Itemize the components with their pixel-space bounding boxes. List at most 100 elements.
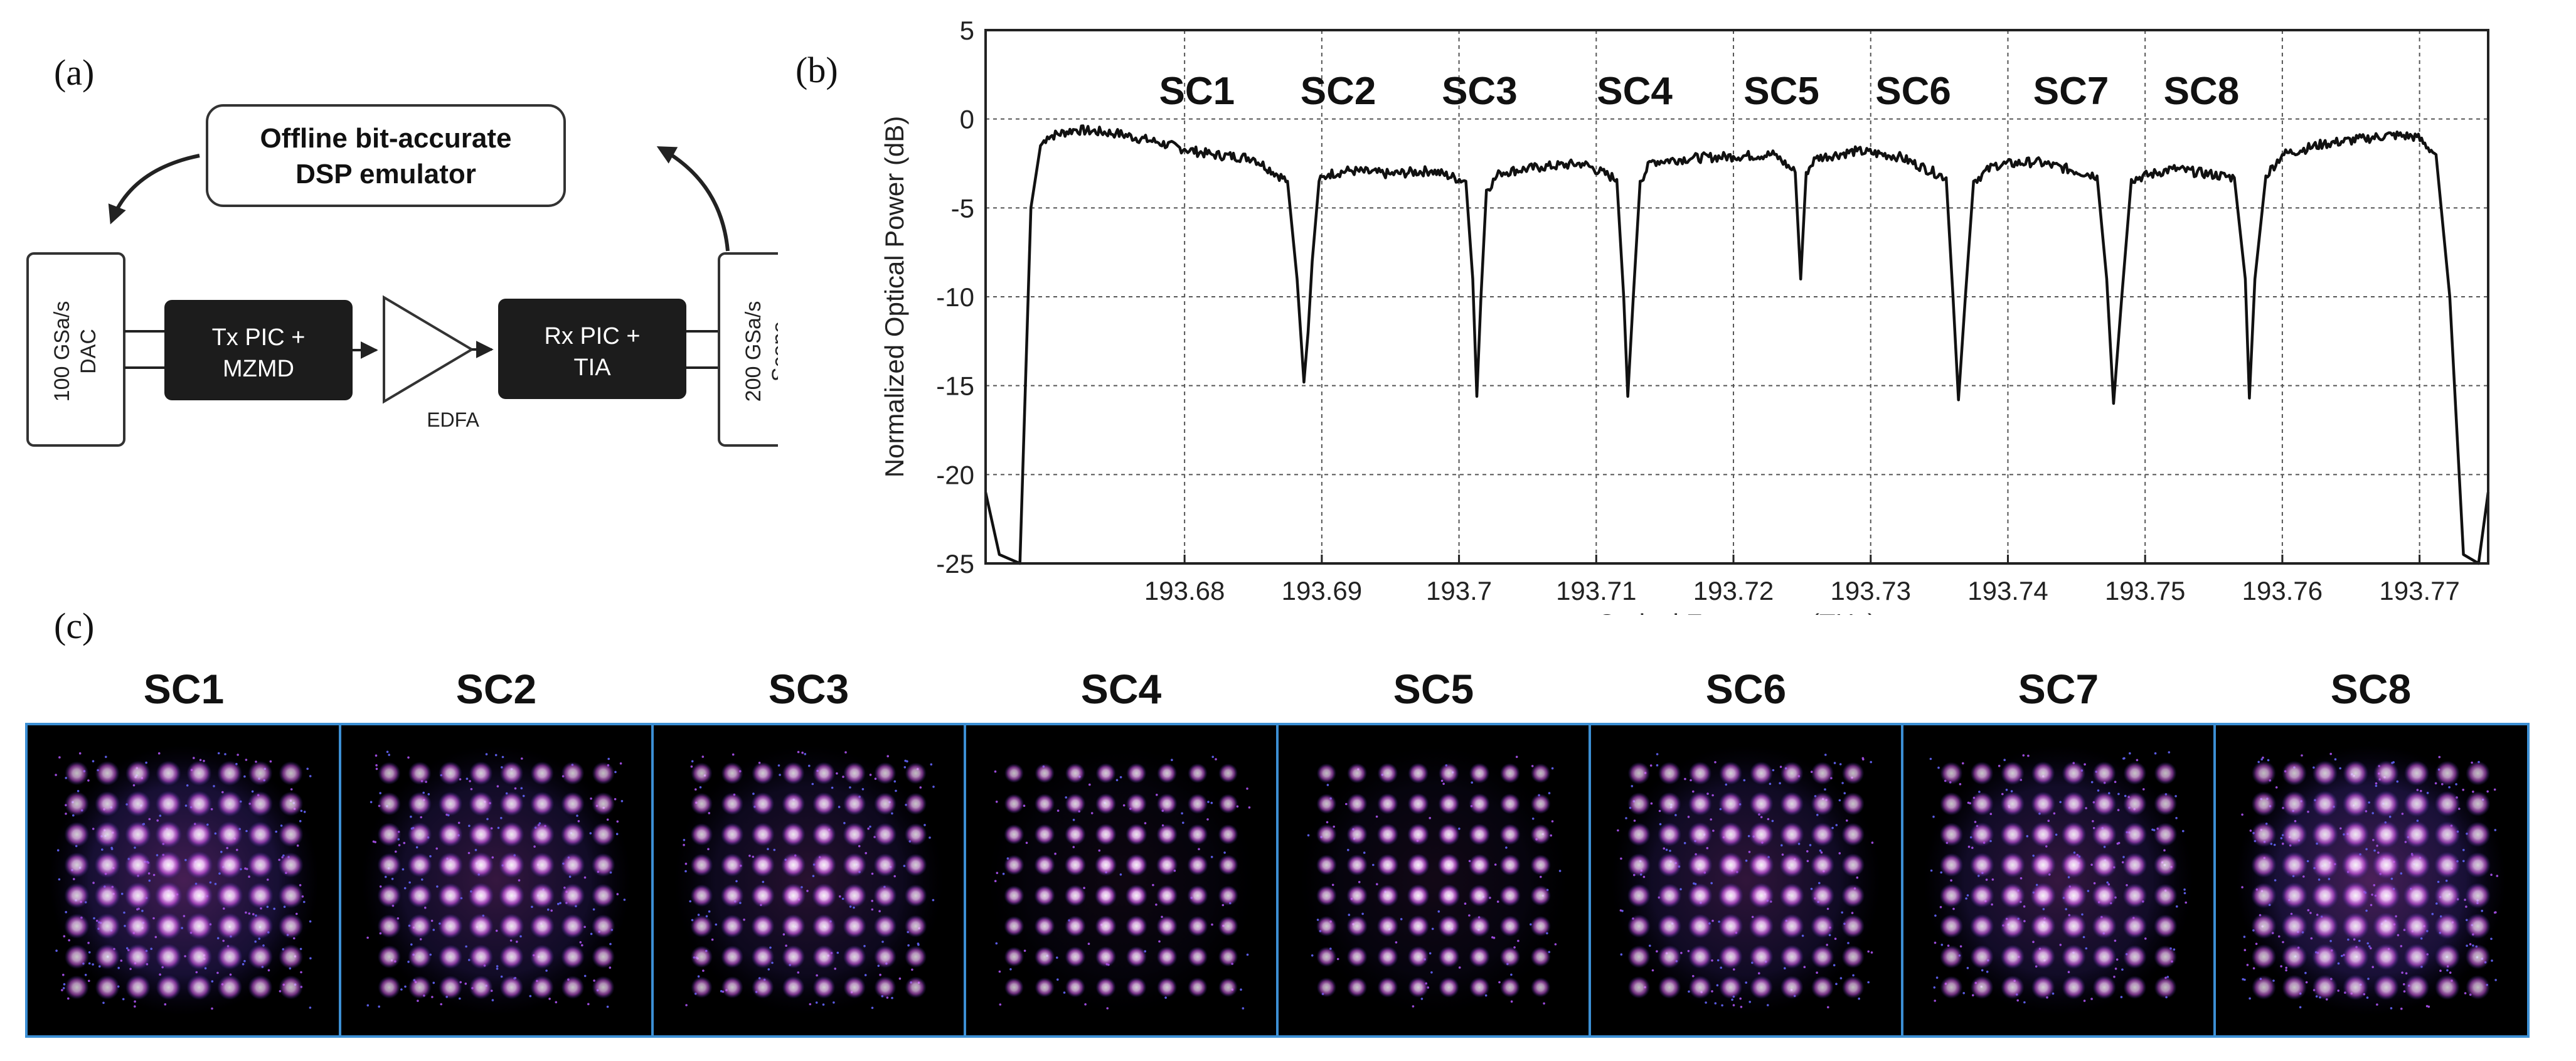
constellation-point xyxy=(2404,760,2430,786)
noise-point xyxy=(1839,977,1843,979)
noise-point xyxy=(1934,1000,1936,1002)
constellation-haze xyxy=(361,745,631,1015)
noise-point xyxy=(2302,875,2305,878)
noise-point xyxy=(1198,848,1200,851)
constellation-point xyxy=(1810,883,1834,908)
constellation-point xyxy=(1095,946,1117,968)
noise-point xyxy=(222,939,225,942)
noise-point xyxy=(2026,834,2029,838)
noise-point xyxy=(904,759,907,762)
noise-point xyxy=(466,777,469,780)
noise-point xyxy=(1779,765,1782,768)
noise-point xyxy=(684,870,687,873)
noise-point xyxy=(1852,974,1855,977)
noise-point xyxy=(2358,939,2361,942)
constellation-point xyxy=(2031,975,2055,1000)
constellation-point xyxy=(811,853,836,878)
noise-point xyxy=(1347,848,1349,851)
constellation-point xyxy=(1346,885,1368,907)
noise-point xyxy=(88,979,90,983)
noise-point xyxy=(2464,992,2467,994)
constellation-point xyxy=(592,792,615,816)
noise-point xyxy=(522,794,525,797)
noise-point xyxy=(844,751,847,754)
noise-point xyxy=(869,825,871,828)
constellation-point xyxy=(2373,791,2400,818)
constellation-point xyxy=(155,912,182,940)
noise-point xyxy=(2285,969,2287,972)
constellation-point xyxy=(2372,851,2400,879)
constellation-point xyxy=(1841,914,1865,938)
noise-point xyxy=(903,766,907,769)
noise-point xyxy=(683,843,685,846)
constellation-point xyxy=(1095,884,1117,907)
noise-point xyxy=(2121,968,2124,971)
noise-point xyxy=(1246,953,1249,956)
noise-point xyxy=(1748,851,1751,853)
noise-point xyxy=(299,819,302,823)
noise-point xyxy=(1998,764,2001,767)
noise-point xyxy=(623,898,626,901)
constellation-title: SC6 xyxy=(1705,666,1787,712)
noise-point xyxy=(1989,813,1993,815)
noise-point xyxy=(84,974,87,976)
noise-point xyxy=(1705,1001,1707,1004)
noise-point xyxy=(715,923,718,926)
constellation-point xyxy=(690,853,713,877)
noise-point xyxy=(403,887,407,890)
noise-point xyxy=(273,907,276,910)
constellation-point xyxy=(1748,914,1774,939)
noise-point xyxy=(999,1003,1002,1006)
constellation-point xyxy=(905,792,927,815)
noise-point xyxy=(1620,953,1623,956)
constellation-point xyxy=(873,914,897,938)
noise-point xyxy=(1505,846,1508,849)
constellation-point xyxy=(2342,821,2370,848)
constellation-point xyxy=(1748,822,1774,847)
noise-point xyxy=(998,970,1001,973)
constellation-point xyxy=(1004,885,1025,906)
constellation-point xyxy=(751,945,775,969)
noise-point xyxy=(1054,852,1056,855)
constellation-point xyxy=(1780,762,1804,785)
noise-point xyxy=(849,786,851,789)
noise-point xyxy=(62,973,65,976)
constellation-point xyxy=(65,975,89,1000)
constellation-point xyxy=(1627,914,1651,938)
noise-point xyxy=(216,971,219,974)
noise-point xyxy=(184,955,186,957)
constellation-point xyxy=(1811,945,1834,969)
noise-point xyxy=(2400,945,2403,947)
noise-point xyxy=(223,907,225,910)
noise-point xyxy=(1372,863,1375,866)
noise-point xyxy=(1376,883,1378,885)
constellation-point xyxy=(2092,852,2117,878)
constellation-point xyxy=(1439,763,1459,784)
noise-point xyxy=(1827,1006,1829,1009)
constellation-point xyxy=(1408,763,1429,784)
noise-point xyxy=(1651,969,1654,972)
noise-point xyxy=(1758,972,1760,974)
constellation-point xyxy=(905,976,927,998)
constellation-point xyxy=(1438,823,1460,846)
noise-point xyxy=(1056,978,1059,981)
noise-point xyxy=(822,1003,825,1006)
constellation-point xyxy=(2342,912,2370,940)
noise-point xyxy=(93,917,95,920)
constellation-point xyxy=(1811,762,1834,785)
constellation-point xyxy=(812,762,836,785)
constellation-point xyxy=(1779,852,1804,878)
noise-point xyxy=(1871,841,1874,844)
noise-point xyxy=(224,753,226,755)
constellation-point xyxy=(1530,915,1551,937)
noise-point xyxy=(120,892,124,895)
dsp-label-line2: DSP emulator xyxy=(295,159,476,189)
constellation-point xyxy=(377,823,402,846)
constellation-point xyxy=(1156,854,1178,876)
constellation-point xyxy=(2031,944,2056,969)
noise-point xyxy=(1937,766,1940,769)
constellation-point xyxy=(377,853,402,877)
constellation-point xyxy=(2062,791,2086,816)
constellation-point xyxy=(2403,821,2430,848)
noise-point xyxy=(2243,936,2246,938)
